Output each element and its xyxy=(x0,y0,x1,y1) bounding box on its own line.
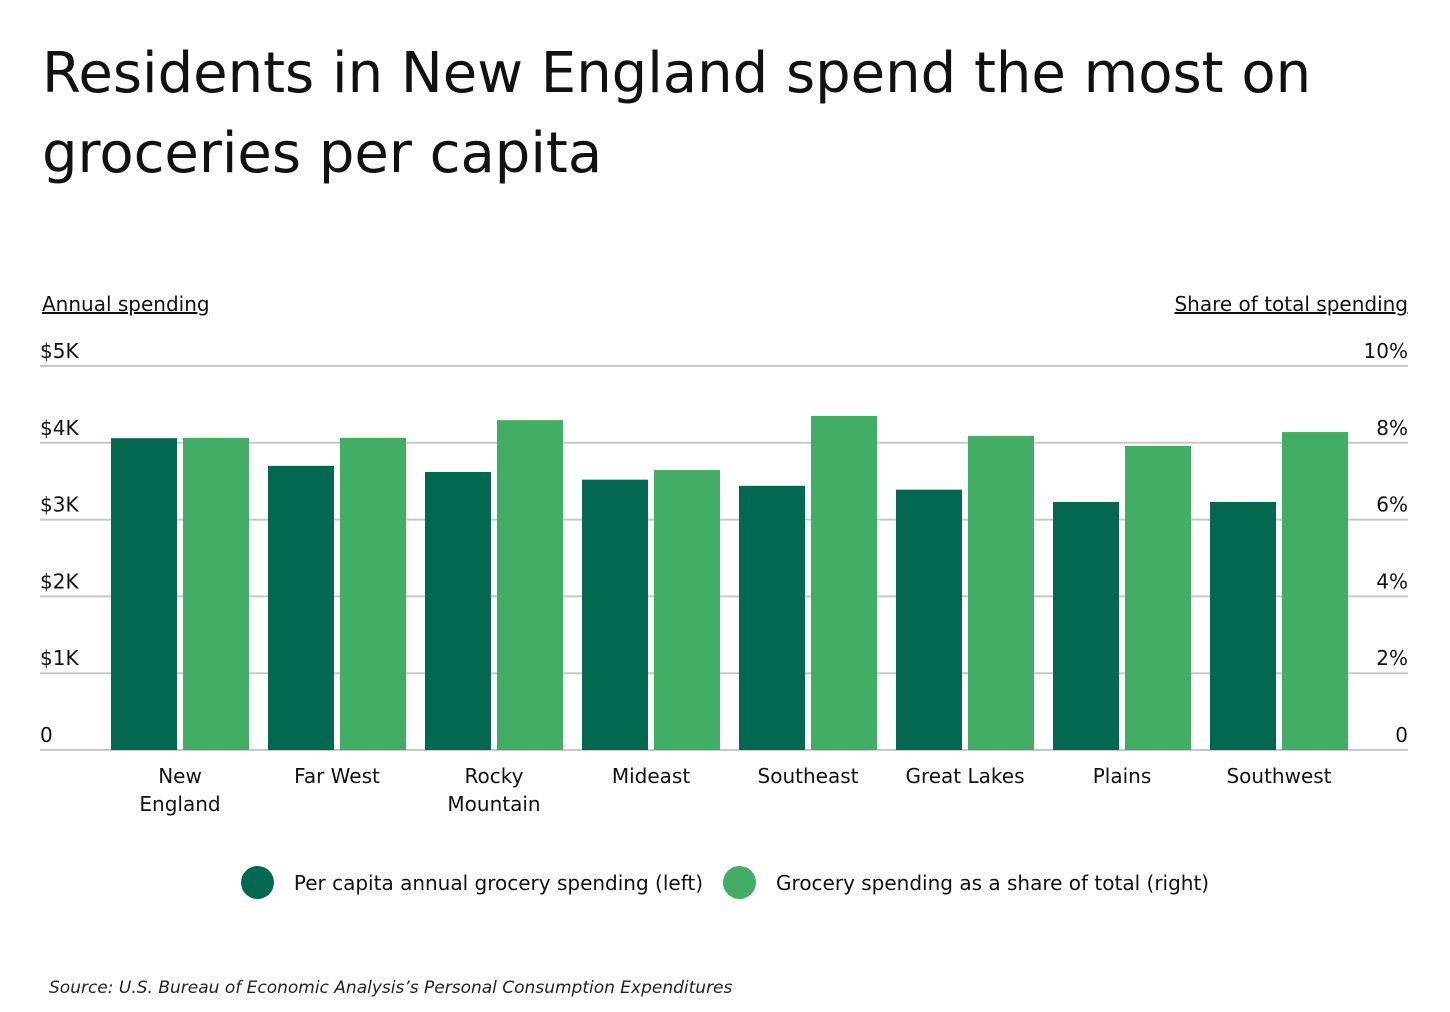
x-tick-label: New England xyxy=(139,764,221,816)
bar xyxy=(739,485,805,750)
legend-swatch xyxy=(723,866,757,899)
y2-tick-label: 2% xyxy=(1376,646,1408,670)
legend-label: Grocery spending as a share of total (ri… xyxy=(776,870,1210,895)
legend: Per capita annual grocery spending (left… xyxy=(0,866,1450,899)
x-tick-label: Southwest xyxy=(1226,764,1332,788)
bar xyxy=(497,420,563,750)
y2-tick-label: 6% xyxy=(1376,493,1408,517)
bar xyxy=(582,479,648,750)
y2-tick-label: 0 xyxy=(1395,723,1408,747)
legend-swatch xyxy=(240,866,274,899)
bar xyxy=(268,465,334,750)
y2-tick-label: 4% xyxy=(1376,569,1408,593)
y-tick-label: $3K xyxy=(40,493,79,517)
bar xyxy=(1053,501,1119,750)
y-tick-label: $4K xyxy=(40,416,79,440)
x-tick-label: Rocky Mountain xyxy=(447,764,541,816)
bar xyxy=(896,489,962,750)
y2-axis-title: Share of total spending xyxy=(1174,292,1408,316)
bar xyxy=(654,470,720,750)
y-tick-label: $5K xyxy=(40,339,79,363)
x-tick-label: Southeast xyxy=(757,764,859,788)
y-tick-label: 0 xyxy=(40,723,53,747)
y-axis-title: Annual spending xyxy=(42,292,210,316)
legend-label: Per capita annual grocery spending (left… xyxy=(293,870,704,895)
chart-title: Residents in New England spend the most … xyxy=(42,41,1312,186)
source-note: Source: U.S. Bureau of Economic Analysis… xyxy=(49,978,733,998)
bar xyxy=(1282,432,1348,750)
bar xyxy=(1125,445,1191,750)
bar xyxy=(183,437,249,750)
x-tick-label: Plains xyxy=(1092,764,1152,788)
legend-item: Per capita annual grocery spending (left… xyxy=(240,866,704,899)
bar xyxy=(340,437,406,750)
bar xyxy=(425,471,491,750)
x-tick-label: Great Lakes xyxy=(905,764,1025,788)
bar xyxy=(111,438,177,750)
y-tick-label: $1K xyxy=(40,646,79,670)
bar xyxy=(811,415,877,750)
y2-tick-label: 10% xyxy=(1364,339,1408,363)
x-tick-label: Far West xyxy=(294,764,380,788)
legend-item: Grocery spending as a share of total (ri… xyxy=(723,866,1209,899)
y2-tick-label: 8% xyxy=(1376,416,1408,440)
bar xyxy=(1210,501,1276,750)
y-tick-label: $2K xyxy=(40,569,79,593)
x-tick-label: Mideast xyxy=(611,764,691,788)
bar xyxy=(968,435,1034,750)
